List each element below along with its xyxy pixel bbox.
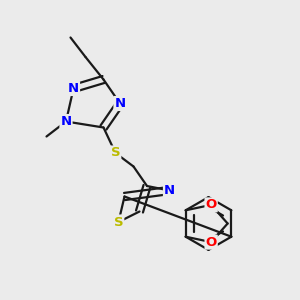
- Text: O: O: [206, 198, 217, 212]
- Text: S: S: [111, 146, 120, 160]
- Text: N: N: [60, 115, 72, 128]
- Text: N: N: [164, 184, 175, 197]
- Text: N: N: [114, 97, 126, 110]
- Text: O: O: [206, 236, 217, 249]
- Text: N: N: [68, 82, 79, 95]
- Text: S: S: [114, 215, 123, 229]
